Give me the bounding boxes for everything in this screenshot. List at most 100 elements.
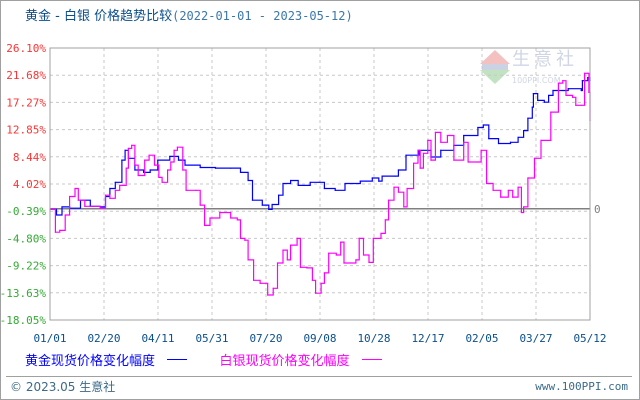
data-point-silver xyxy=(209,217,211,219)
data-point-silver xyxy=(148,154,150,156)
data-point-gold xyxy=(517,136,519,138)
data-point-silver xyxy=(153,164,156,166)
x-tick-label: 05/12 xyxy=(573,332,606,345)
data-point-gold xyxy=(268,208,270,211)
data-point-gold xyxy=(440,149,442,151)
zero-label: 0 xyxy=(594,203,601,216)
x-tick-label: 04/11 xyxy=(141,332,174,345)
data-point-gold xyxy=(359,180,361,182)
date-range: (2022-01-01 - 2023-05-12) xyxy=(172,9,353,23)
data-point-silver xyxy=(588,91,590,93)
data-point-silver xyxy=(158,176,160,178)
data-point-gold xyxy=(532,92,534,95)
data-point-silver xyxy=(144,159,146,161)
data-point-silver xyxy=(507,189,509,191)
watermark-text: 生意社 xyxy=(512,49,578,70)
data-point-silver xyxy=(125,167,127,169)
data-point-gold xyxy=(344,182,346,185)
data-point-silver xyxy=(286,259,288,261)
data-point-silver xyxy=(272,287,274,289)
data-point-gold xyxy=(548,94,550,97)
data-point-silver xyxy=(109,197,111,199)
data-point-gold xyxy=(121,159,123,161)
data-point-gold xyxy=(290,179,292,182)
data-point-silver xyxy=(59,229,61,231)
data-point-gold xyxy=(109,187,111,190)
data-point-gold xyxy=(114,181,116,183)
data-point-silver xyxy=(176,146,178,148)
data-point-gold xyxy=(394,175,396,177)
data-point-gold xyxy=(184,164,186,166)
data-point-silver xyxy=(315,292,317,294)
data-point-silver xyxy=(77,199,79,201)
data-point-silver xyxy=(372,237,374,239)
data-point-gold xyxy=(581,80,583,82)
data-point-gold xyxy=(143,171,145,174)
data-point-silver xyxy=(74,187,76,190)
data-point-silver xyxy=(477,161,479,163)
data-point-silver xyxy=(296,237,298,239)
data-point-silver xyxy=(137,174,139,177)
data-point-silver xyxy=(422,152,425,154)
data-point-gold xyxy=(271,203,273,206)
data-point-silver xyxy=(575,104,577,106)
y-tick-label: -18.05% xyxy=(0,314,46,327)
x-tick-label: 10/28 xyxy=(357,332,390,345)
data-point-silver xyxy=(512,196,514,198)
data-point-silver xyxy=(580,104,582,106)
data-point-gold xyxy=(371,177,373,179)
data-point-gold xyxy=(509,141,512,143)
y-tick-label: 8.44% xyxy=(13,151,46,164)
data-point-gold xyxy=(477,126,479,129)
data-point-silver xyxy=(203,224,206,227)
data-point-gold xyxy=(230,167,232,169)
data-point-silver xyxy=(387,199,390,201)
data-point-silver xyxy=(173,149,175,151)
data-point-silver xyxy=(517,186,519,188)
data-point-silver xyxy=(453,159,455,161)
footer-site-link[interactable]: www.100PPI.com xyxy=(535,380,628,393)
data-point-silver xyxy=(522,206,525,208)
data-point-gold xyxy=(214,167,217,169)
data-point-gold xyxy=(282,182,284,185)
footer-copyright: © 2023.05 生意社 xyxy=(10,380,116,394)
x-tick-label: 12/17 xyxy=(411,332,444,345)
data-point-gold xyxy=(567,88,569,90)
data-point-silver xyxy=(393,186,395,188)
title-text: 黄金 - 白银 价格趋势比较 xyxy=(25,9,173,24)
data-point-silver xyxy=(520,211,523,214)
legend-gold-label: 黄金现货价格变化幅度 xyxy=(25,354,156,369)
data-point-silver xyxy=(406,187,408,190)
y-axis-ticks: 26.10% 21.68% 17.27% 12.85% 8.44% 4.02% -0.39%… xyxy=(0,42,601,327)
data-point-silver xyxy=(185,189,187,191)
data-point-silver xyxy=(247,259,249,261)
data-point-gold xyxy=(323,187,325,190)
data-point-gold xyxy=(543,101,545,103)
data-point-silver xyxy=(587,72,589,74)
data-point-silver xyxy=(306,267,308,269)
data-point-gold xyxy=(405,154,407,156)
data-point-silver xyxy=(434,131,437,134)
data-point-gold xyxy=(522,129,525,132)
data-point-gold xyxy=(177,159,180,161)
data-point-silver xyxy=(311,279,313,281)
x-tick-label: 09/08 xyxy=(303,332,336,345)
data-point-silver xyxy=(134,164,136,166)
data-point-silver xyxy=(380,232,382,235)
data-point-silver xyxy=(335,254,337,256)
data-point-silver xyxy=(419,167,421,169)
data-point-gold xyxy=(397,169,399,171)
data-point-gold xyxy=(169,155,171,158)
data-point-silver xyxy=(403,206,405,208)
chart-plot: 26.10% 21.68% 17.27% 12.85% 8.44% 4.02% -0.39%… xyxy=(0,42,607,345)
data-point-silver xyxy=(550,111,552,113)
data-point-silver xyxy=(236,219,238,221)
data-point-gold xyxy=(297,184,299,186)
data-point-silver xyxy=(323,272,325,274)
data-point-silver xyxy=(68,195,71,198)
data-point-silver xyxy=(427,139,429,142)
data-point-silver xyxy=(182,169,184,171)
data-point-silver xyxy=(99,207,101,209)
data-point-silver xyxy=(540,139,542,142)
logo-icon xyxy=(480,50,510,84)
